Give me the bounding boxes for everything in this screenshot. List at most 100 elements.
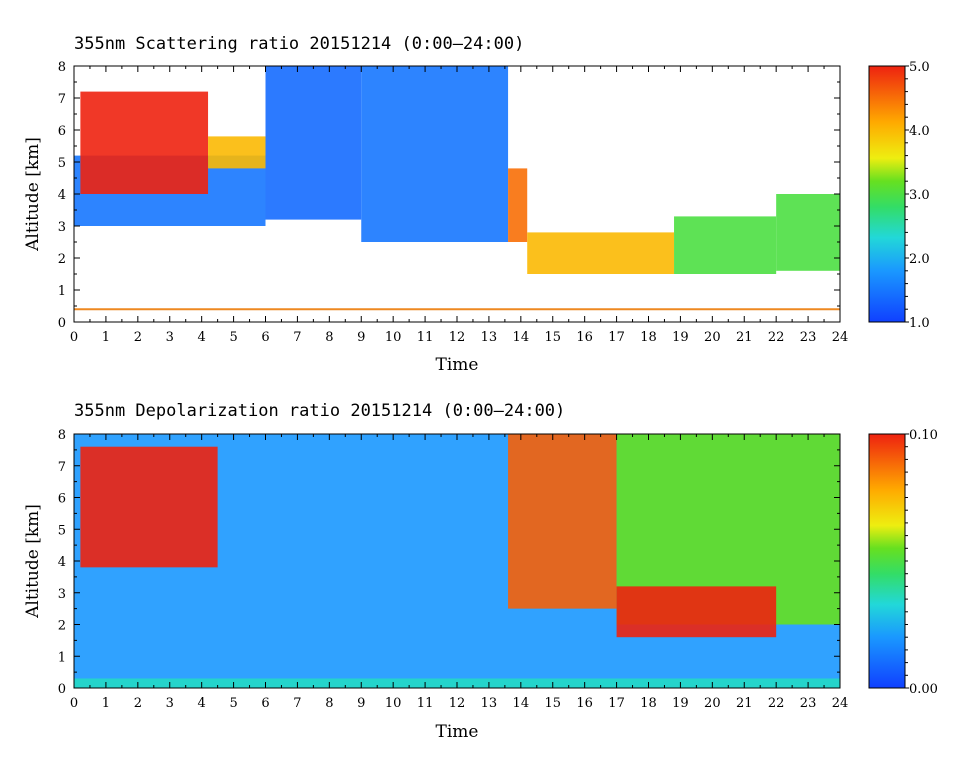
x-tick-label: 15	[544, 696, 561, 711]
x-tick-label: 23	[800, 330, 817, 345]
x-tick-label: 24	[832, 696, 849, 711]
x-tick-label: 23	[800, 696, 817, 711]
x-tick-label: 3	[166, 696, 174, 711]
x-tick-label: 19	[672, 330, 689, 345]
y-tick-label: 4	[58, 188, 66, 203]
y-tick-label: 0	[58, 316, 66, 331]
heatmap-regions	[74, 434, 840, 688]
x-tick-label: 2	[134, 696, 142, 711]
x-tick-label: 7	[293, 696, 301, 711]
heatmap-cell	[508, 168, 528, 242]
x-tick-label: 14	[513, 696, 530, 711]
heatmap-cell	[527, 232, 675, 274]
x-tick-label: 11	[417, 696, 434, 711]
x-tick-label: 5	[229, 696, 237, 711]
x-tick-label: 22	[768, 696, 785, 711]
colorbar-tick-label: 0.00	[909, 682, 938, 697]
x-axis-label: Time	[436, 355, 479, 375]
x-axis-ticks: 0 1 2 3 4 5 6 7 8 9 10 11 12 13 14 15 16 17 18 19 20 21 22 23 24	[70, 434, 848, 711]
y-tick-label: 5	[58, 156, 66, 171]
colorbar-ticks: 0.00 0.10	[905, 428, 938, 697]
x-axis-label: Time	[436, 722, 479, 742]
x-tick-label: 13	[481, 330, 498, 345]
x-tick-label: 7	[293, 330, 301, 345]
heatmap-regions	[74, 66, 840, 274]
x-tick-label: 13	[481, 696, 498, 711]
colorbar	[868, 65, 906, 323]
depolarization-ratio-panel: 355nm Depolarization ratio 20151214 (0:0…	[23, 401, 938, 742]
y-tick-label: 6	[58, 124, 66, 139]
y-tick-label: 3	[58, 220, 66, 235]
x-tick-label: 12	[449, 696, 466, 711]
x-tick-label: 9	[357, 330, 365, 345]
y-axis-label: Altitude [km]	[23, 504, 43, 619]
colorbar-tick-label: 3.0	[909, 188, 930, 203]
colorbar	[868, 433, 906, 689]
x-tick-label: 15	[544, 330, 561, 345]
x-tick-label: 1	[102, 696, 110, 711]
heatmap-cell	[674, 216, 777, 274]
colorbar-tick-label: 1.0	[909, 316, 930, 331]
heatmap-cell	[776, 194, 840, 271]
x-tick-label: 5	[229, 330, 237, 345]
x-tick-label: 10	[385, 330, 402, 345]
y-tick-label: 7	[58, 92, 66, 107]
y-tick-label: 6	[58, 492, 66, 507]
plot-frame	[73, 65, 841, 323]
depolarization-ratio-title: 355nm Depolarization ratio 20151214 (0:0…	[74, 401, 565, 421]
x-tick-label: 0	[70, 696, 78, 711]
y-tick-label: 1	[58, 650, 66, 665]
x-tick-label: 8	[325, 696, 333, 711]
plot-frame	[73, 433, 841, 689]
x-tick-label: 4	[198, 330, 206, 345]
heatmap-cell	[265, 66, 362, 220]
x-tick-label: 12	[449, 330, 466, 345]
colorbar-ticks: 1.0 2.0 3.0 4.0 5.0	[905, 60, 930, 331]
x-tick-label: 18	[640, 330, 657, 345]
y-tick-label: 2	[58, 619, 66, 634]
x-tick-label: 8	[325, 330, 333, 345]
y-tick-label: 4	[58, 555, 66, 570]
x-tick-label: 17	[608, 330, 625, 345]
x-tick-label: 16	[576, 696, 593, 711]
heatmap-cell	[508, 434, 617, 609]
colorbar-tick-label: 4.0	[909, 124, 930, 139]
x-tick-label: 19	[672, 696, 689, 711]
x-tick-label: 17	[608, 696, 625, 711]
x-tick-label: 10	[385, 696, 402, 711]
x-axis-ticks: 0 1 2 3 4 5 6 7 8 9 10 11 12 13 14 15 16 17 18 19 20 21 22 23 24	[70, 66, 848, 345]
colorbar-tick-label: 5.0	[909, 60, 930, 75]
y-tick-label: 8	[58, 60, 66, 75]
colorbar-tick-label: 2.0	[909, 252, 930, 267]
scattering-ratio-panel: 355nm Scattering ratio 20151214 (0:00–24…	[23, 34, 930, 375]
heatmap-cell	[616, 586, 777, 638]
y-tick-label: 0	[58, 682, 66, 697]
y-tick-label: 1	[58, 284, 66, 299]
y-axis-ticks: 0 1 2 3 4 5 6 7 8	[58, 428, 840, 697]
x-tick-label: 21	[736, 696, 753, 711]
scattering-ratio-title: 355nm Scattering ratio 20151214 (0:00–24…	[74, 34, 524, 54]
x-tick-label: 20	[704, 696, 721, 711]
x-tick-label: 9	[357, 696, 365, 711]
x-tick-label: 3	[166, 330, 174, 345]
x-tick-label: 18	[640, 696, 657, 711]
y-axis-ticks: 0 1 2 3 4 5 6 7 8	[58, 60, 840, 331]
y-tick-label: 5	[58, 523, 66, 538]
x-tick-label: 24	[832, 330, 849, 345]
heatmap-cell	[208, 136, 266, 169]
x-tick-label: 20	[704, 330, 721, 345]
heatmap-cell	[80, 446, 218, 568]
x-tick-label: 21	[736, 330, 753, 345]
x-tick-label: 6	[261, 696, 269, 711]
x-tick-label: 11	[417, 330, 434, 345]
x-tick-label: 1	[102, 330, 110, 345]
y-tick-label: 2	[58, 252, 66, 267]
x-tick-label: 4	[198, 696, 206, 711]
y-tick-label: 3	[58, 587, 66, 602]
heatmap-cell	[80, 91, 209, 194]
x-tick-label: 0	[70, 330, 78, 345]
x-tick-label: 14	[513, 330, 530, 345]
x-tick-label: 22	[768, 330, 785, 345]
x-tick-label: 6	[261, 330, 269, 345]
